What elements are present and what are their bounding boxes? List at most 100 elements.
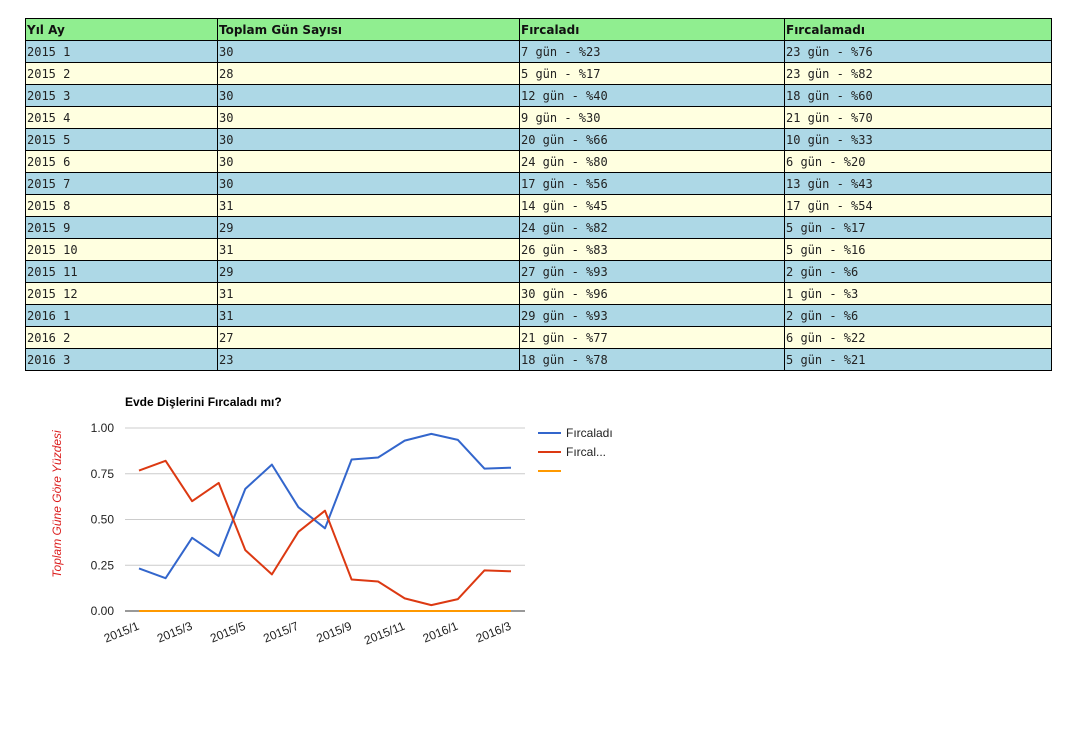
chart-title: Evde Dişlerini Fırcaladı mı? (125, 395, 282, 409)
cell-not-brushed: 6 gün - %20 (784, 150, 1052, 173)
cell-brushed: 9 gün - %30 (519, 106, 785, 129)
table-row: 2015 4 30 9 gün - %30 21 gün - %70 (25, 106, 1052, 129)
x-tick-label: 2016/1 (421, 619, 461, 646)
y-axis-ticks: 1.00 0.75 0.50 0.25 0.00 (91, 421, 115, 618)
table-row: 2015 6 30 24 gün - %80 6 gün - %20 (25, 150, 1052, 173)
y-axis-label: Toplam Güne Göre Yüzdesi (50, 430, 64, 578)
header-total-days: Toplam Gün Sayısı (217, 18, 520, 41)
table-row: 2015 8 31 14 gün - %45 17 gün - %54 (25, 194, 1052, 217)
table-row: 2015 11 29 27 gün - %93 2 gün - %6 (25, 260, 1052, 283)
cell-not-brushed: 5 gün - %21 (784, 348, 1052, 371)
cell-not-brushed: 5 gün - %16 (784, 238, 1052, 261)
cell-year-month: 2015 4 (25, 106, 218, 129)
cell-year-month: 2015 8 (25, 194, 218, 217)
cell-total-days: 23 (217, 348, 520, 371)
header-brushed: Fırcaladı (519, 18, 785, 41)
y-tick-label: 0.50 (91, 513, 115, 527)
cell-not-brushed: 13 gün - %43 (784, 172, 1052, 195)
legend-label: Fırcal... (566, 445, 606, 459)
cell-brushed: 30 gün - %96 (519, 282, 785, 305)
series-line-1 (138, 432, 512, 580)
table-row: 2015 9 29 24 gün - %82 5 gün - %17 (25, 216, 1052, 239)
cell-not-brushed: 17 gün - %54 (784, 194, 1052, 217)
cell-brushed: 5 gün - %17 (519, 62, 785, 85)
cell-brushed: 17 gün - %56 (519, 172, 785, 195)
table-row: 2016 2 27 21 gün - %77 6 gün - %22 (25, 326, 1052, 349)
cell-total-days: 30 (217, 172, 520, 195)
cell-year-month: 2015 10 (25, 238, 218, 261)
x-axis-ticks: 2015/1 2015/3 2015/5 2015/7 2015/9 2015/11 201… (102, 619, 514, 648)
cell-not-brushed: 10 gün - %33 (784, 128, 1052, 151)
x-tick-label: 2015/7 (261, 619, 301, 646)
table-row: 2016 1 31 29 gün - %93 2 gün - %6 (25, 304, 1052, 327)
cell-not-brushed: 1 gün - %3 (784, 282, 1052, 305)
cell-brushed: 29 gün - %93 (519, 304, 785, 327)
cell-total-days: 27 (217, 326, 520, 349)
cell-total-days: 29 (217, 216, 520, 239)
x-tick-label: 2015/3 (155, 619, 195, 646)
table-row: 2015 12 31 30 gün - %96 1 gün - %3 (25, 282, 1052, 305)
cell-total-days: 30 (217, 128, 520, 151)
legend: Fırcaladı Fırcal... (538, 426, 613, 472)
cell-brushed: 12 gün - %40 (519, 84, 785, 107)
y-tick-label: 1.00 (91, 421, 115, 435)
table-header-row: Yıl Ay Toplam Gün Sayısı Fırcaladı Fırca… (25, 18, 1052, 41)
cell-total-days: 30 (217, 40, 520, 63)
cell-year-month: 2015 7 (25, 172, 218, 195)
cell-total-days: 29 (217, 260, 520, 283)
cell-brushed: 24 gün - %80 (519, 150, 785, 173)
grid-lines (125, 427, 525, 612)
y-tick-label: 0.00 (91, 604, 115, 618)
cell-total-days: 30 (217, 106, 520, 129)
table-row: 2015 10 31 26 gün - %83 5 gün - %16 (25, 238, 1052, 261)
cell-year-month: 2015 5 (25, 128, 218, 151)
table-row: 2016 3 23 18 gün - %78 5 gün - %21 (25, 348, 1052, 371)
cell-year-month: 2016 1 (25, 304, 218, 327)
cell-year-month: 2015 9 (25, 216, 218, 239)
table-row: 2015 2 28 5 gün - %17 23 gün - %82 (25, 62, 1052, 85)
cell-brushed: 27 gün - %93 (519, 260, 785, 283)
cell-total-days: 31 (217, 304, 520, 327)
table-row: 2015 5 30 20 gün - %66 10 gün - %33 (25, 128, 1052, 151)
cell-year-month: 2015 11 (25, 260, 218, 283)
cell-not-brushed: 23 gün - %76 (784, 40, 1052, 63)
x-tick-label: 2016/3 (474, 619, 514, 646)
cell-year-month: 2015 2 (25, 62, 218, 85)
table-row: 2015 3 30 12 gün - %40 18 gün - %60 (25, 84, 1052, 107)
cell-brushed: 14 gün - %45 (519, 194, 785, 217)
table-row: 2015 7 30 17 gün - %56 13 gün - %43 (25, 172, 1052, 195)
cell-year-month: 2016 3 (25, 348, 218, 371)
data-table: Yıl Ay Toplam Gün Sayısı Fırcaladı Fırca… (25, 18, 1052, 371)
cell-year-month: 2015 1 (25, 40, 218, 63)
x-tick-label: 2015/1 (102, 619, 142, 646)
y-tick-label: 0.75 (91, 467, 115, 481)
cell-brushed: 24 gün - %82 (519, 216, 785, 239)
cell-total-days: 31 (217, 238, 520, 261)
cell-year-month: 2015 3 (25, 84, 218, 107)
legend-label: Fırcaladı (566, 426, 613, 440)
cell-total-days: 28 (217, 62, 520, 85)
cell-not-brushed: 18 gün - %60 (784, 84, 1052, 107)
table-row: 2015 1 30 7 gün - %23 23 gün - %76 (25, 40, 1052, 63)
cell-total-days: 31 (217, 194, 520, 217)
series-line-2 (138, 459, 512, 607)
cell-not-brushed: 23 gün - %82 (784, 62, 1052, 85)
header-year-month: Yıl Ay (25, 18, 218, 41)
cell-total-days: 30 (217, 84, 520, 107)
series-lines (138, 432, 512, 612)
cell-brushed: 26 gün - %83 (519, 238, 785, 261)
x-tick-label: 2015/11 (362, 619, 407, 648)
cell-not-brushed: 6 gün - %22 (784, 326, 1052, 349)
cell-brushed: 7 gün - %23 (519, 40, 785, 63)
cell-not-brushed: 21 gün - %70 (784, 106, 1052, 129)
cell-brushed: 18 gün - %78 (519, 348, 785, 371)
x-tick-label: 2015/5 (208, 619, 248, 646)
cell-brushed: 20 gün - %66 (519, 128, 785, 151)
cell-total-days: 30 (217, 150, 520, 173)
line-chart: Evde Dişlerini Fırcaladı mı? 1.00 0.75 0.5… (50, 395, 613, 648)
cell-total-days: 31 (217, 282, 520, 305)
cell-year-month: 2015 6 (25, 150, 218, 173)
cell-not-brushed: 5 gün - %17 (784, 216, 1052, 239)
header-not-brushed: Fırcalamadı (784, 18, 1052, 41)
cell-brushed: 21 gün - %77 (519, 326, 785, 349)
